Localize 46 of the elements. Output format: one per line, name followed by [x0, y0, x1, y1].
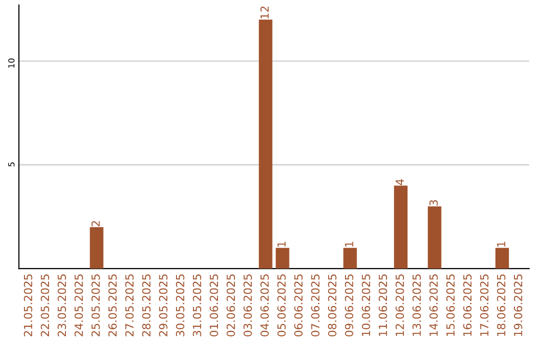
data-label: 3	[429, 200, 438, 206]
y-tick-label: 10	[8, 58, 15, 68]
x-tick-label: 04.06.2025	[260, 274, 269, 336]
y-tick-label: 5	[8, 162, 15, 166]
bar	[258, 20, 272, 269]
data-label: 1	[277, 242, 286, 247]
bar	[343, 248, 357, 269]
data-label: 1	[497, 242, 506, 247]
bar	[276, 248, 290, 269]
x-tick-label: 03.06.2025	[244, 274, 252, 336]
x-tick-label: 30.05.2025	[176, 274, 184, 336]
data-label: 1	[345, 242, 354, 247]
x-tick-label: 15.06.2025	[446, 274, 455, 336]
data-label: 12	[260, 6, 269, 18]
x-tick-label: 07.06.2025	[311, 274, 320, 336]
x-tick-label: 31.05.2025	[192, 274, 202, 336]
x-tick-label: 13.06.2025	[412, 274, 421, 336]
x-tick-label: 17.06.2025	[480, 274, 488, 336]
x-tick-label: 21.05.2025	[24, 274, 32, 336]
x-tick-label: 26.05.2025	[108, 274, 117, 336]
x-tick-label: 09.06.2025	[344, 274, 354, 336]
x-tick-label: 18.06.2025	[496, 274, 506, 336]
x-tick-label: 02.06.2025	[226, 274, 236, 336]
x-tick-label: 01.06.2025	[210, 274, 218, 336]
x-tick-label: 05.06.2025	[277, 274, 286, 336]
x-tick-label: 08.06.2025	[328, 274, 336, 336]
x-tick-label: 29.05.2025	[159, 274, 168, 336]
x-tick-label: 06.06.2025	[294, 274, 303, 336]
x-tick-label: 25.05.2025	[91, 274, 100, 336]
x-tick-label: 28.05.2025	[142, 274, 151, 336]
bar	[428, 206, 442, 269]
x-tick-label: 23.05.2025	[58, 274, 66, 336]
x-tick-label: 14.06.2025	[429, 274, 438, 336]
data-label: 4	[396, 179, 404, 186]
x-tick-label: 16.06.2025	[463, 274, 472, 336]
x-tick-label: 12.06.2025	[396, 274, 404, 336]
x-tick-label: 11.06.2025	[378, 274, 388, 336]
bar	[90, 227, 104, 269]
x-tick-label: 27.05.2025	[125, 274, 134, 336]
bar	[495, 248, 509, 269]
x-tick-label: 24.05.2025	[74, 274, 83, 336]
bar	[394, 186, 408, 269]
x-tick-label: 19.06.2025	[514, 274, 522, 336]
data-label: 2	[91, 221, 100, 226]
x-tick-label: 22.05.2025	[40, 274, 50, 336]
x-tick-label: 10.06.2025	[362, 274, 370, 336]
